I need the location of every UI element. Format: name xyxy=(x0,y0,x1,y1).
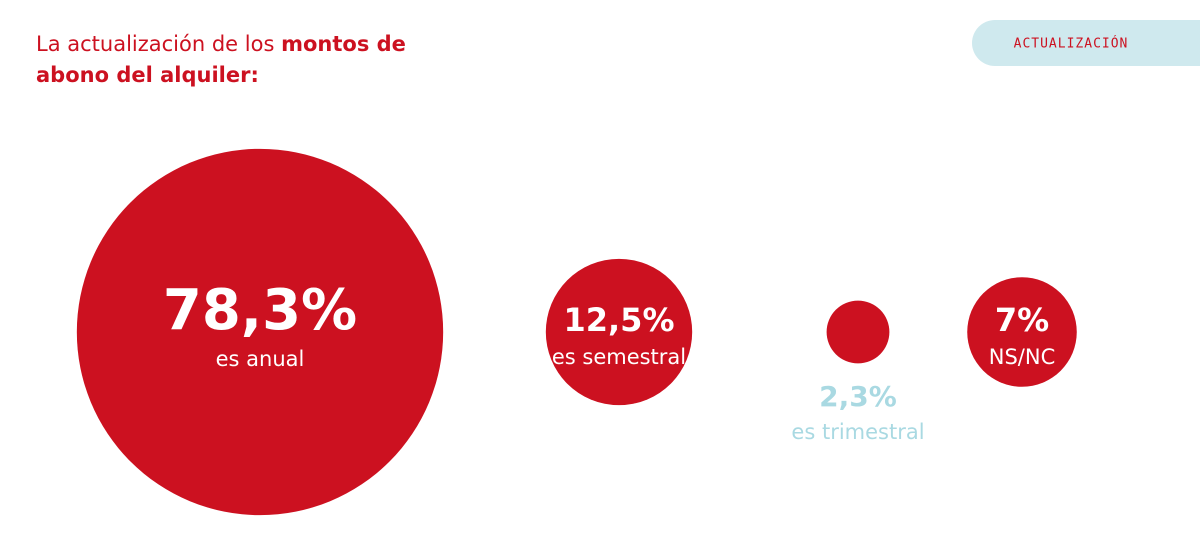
title-emphasis: montos de xyxy=(281,32,406,56)
bubble xyxy=(967,277,1077,387)
category-label: es trimestral xyxy=(791,420,924,444)
category-label: es anual xyxy=(216,347,305,371)
value-label: 2,3% xyxy=(819,380,897,413)
value-label: 12,5% xyxy=(563,301,674,339)
bubble xyxy=(826,300,890,364)
bubble xyxy=(76,148,444,516)
category-label: NS/NC xyxy=(989,345,1056,369)
value-label: 7% xyxy=(995,301,1049,339)
chart-title: La actualización de los montos de xyxy=(36,32,406,56)
tag-label[interactable]: ACTUALIZACIÓN xyxy=(1014,36,1129,52)
title-text: La actualización de los xyxy=(36,32,274,56)
category-label: es semestral xyxy=(552,345,686,369)
chart-title: abono del alquiler: xyxy=(36,63,259,87)
bubble xyxy=(545,258,693,406)
tag-pill[interactable] xyxy=(972,20,1200,66)
value-label: 78,3% xyxy=(163,278,357,343)
